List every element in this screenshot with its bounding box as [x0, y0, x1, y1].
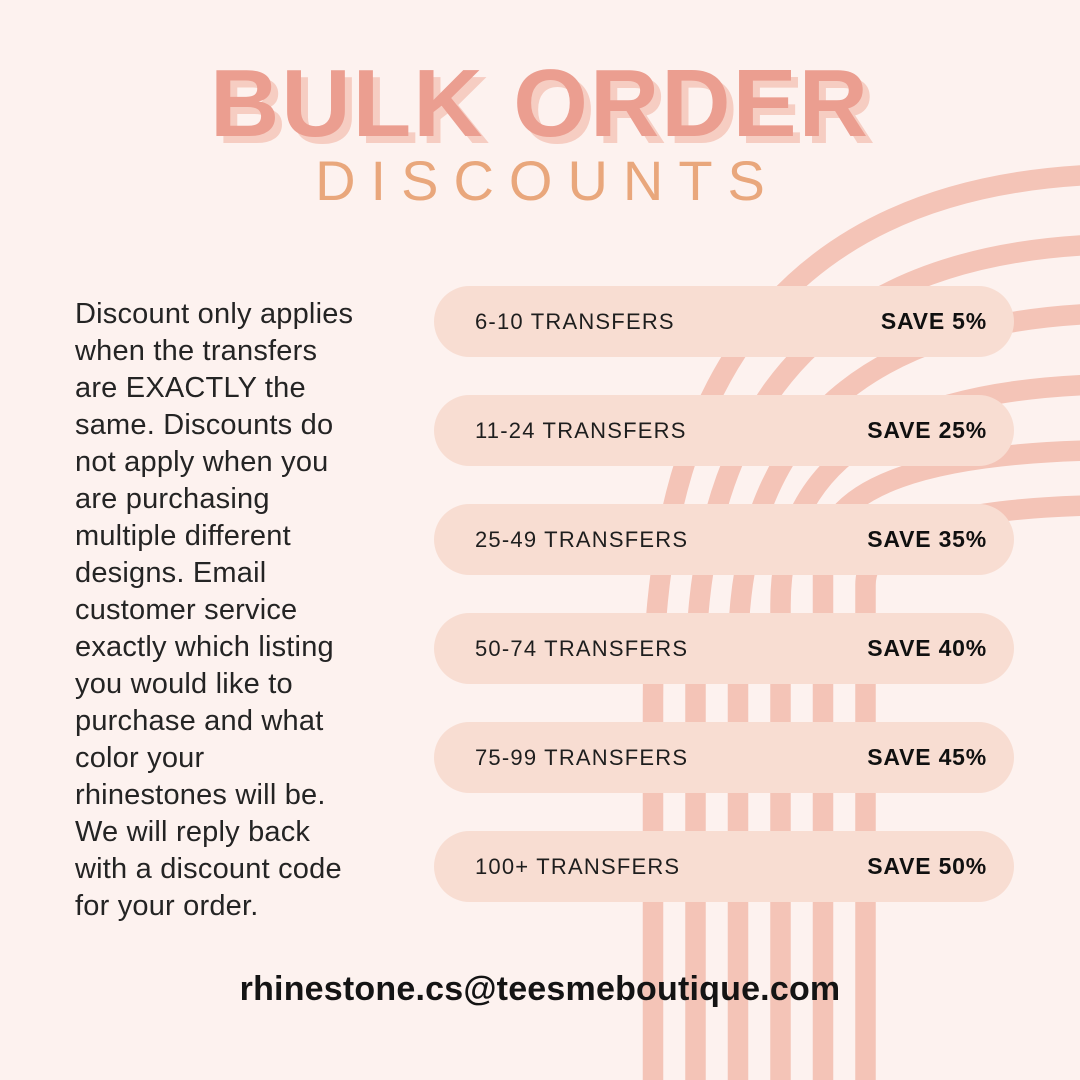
title-main: BULK ORDER: [210, 50, 870, 157]
tier-discount: SAVE 35%: [867, 526, 987, 552]
tier-range: 25-49 TRANSFERS: [475, 526, 689, 552]
tier-row: 100+ TRANSFERS SAVE 50%: [434, 831, 1014, 902]
tier-row: 50-74 TRANSFERS SAVE 40%: [434, 613, 1014, 684]
tier-row: 75-99 TRANSFERS SAVE 45%: [434, 722, 1014, 793]
contact-email: rhinestone.cs@teesmeboutique.com: [239, 970, 841, 1008]
title-subtitle: DISCOUNTS: [315, 149, 780, 212]
tier-range: 50-74 TRANSFERS: [475, 635, 689, 661]
tier-discount: SAVE 40%: [867, 635, 987, 661]
tier-range: 6-10 TRANSFERS: [475, 308, 675, 334]
tier-row: 6-10 TRANSFERS SAVE 5%: [434, 286, 1014, 357]
tier-discount: SAVE 5%: [880, 308, 987, 334]
tier-discount: SAVE 45%: [867, 744, 987, 770]
tier-discount: SAVE 25%: [867, 417, 987, 443]
description-text: Discount only applies when the transfers…: [75, 298, 354, 922]
tier-range: 100+ TRANSFERS: [475, 853, 681, 879]
tier-row: 11-24 TRANSFERS SAVE 25%: [434, 395, 1014, 466]
tier-discount: SAVE 50%: [867, 853, 987, 879]
title-block: BULK ORDER DISCOUNTS: [0, 50, 1080, 213]
discount-tier-list: 6-10 TRANSFERS SAVE 5% 11-24 TRANSFERS S…: [434, 286, 1014, 902]
tier-row: 25-49 TRANSFERS SAVE 35%: [434, 504, 1014, 575]
tier-range: 75-99 TRANSFERS: [475, 744, 689, 770]
tier-range: 11-24 TRANSFERS: [475, 417, 687, 443]
